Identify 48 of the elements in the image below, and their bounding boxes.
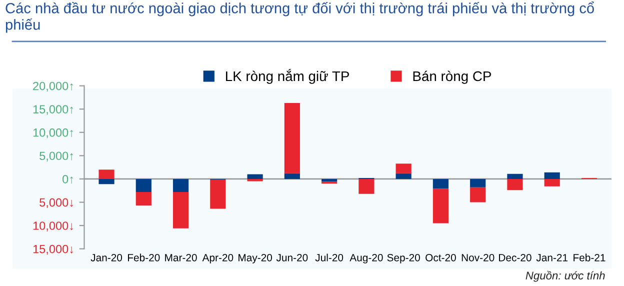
x-tick-label: Jul-20 xyxy=(315,254,344,262)
bar xyxy=(98,170,114,179)
y-tick-label: 0↑ xyxy=(62,174,73,184)
y-tick-label: 10,000↑ xyxy=(33,128,73,138)
bar xyxy=(470,178,486,188)
bar xyxy=(432,178,449,189)
x-tick-label: Dec-20 xyxy=(499,254,532,262)
bar xyxy=(98,178,114,184)
bar xyxy=(507,174,523,179)
x-tick-label: Sep-20 xyxy=(387,254,420,264)
bar xyxy=(172,178,189,192)
x-tick-label: Aug-20 xyxy=(350,254,383,264)
x-tick-label: Jan-21 xyxy=(536,254,568,262)
x-tick-label: Nov-20 xyxy=(462,254,494,262)
y-tick-label: 5,000↑ xyxy=(40,152,73,162)
bar xyxy=(284,103,300,174)
bar xyxy=(136,178,152,192)
bar xyxy=(136,192,152,206)
x-tick-label: Feb-20 xyxy=(128,254,160,262)
y-tick-label: 5,000↓ xyxy=(40,198,73,208)
bar xyxy=(432,188,449,224)
x-tick-label: Oct-20 xyxy=(426,254,456,262)
y-tick-label: 10,000↓ xyxy=(33,222,73,232)
bar xyxy=(470,187,486,202)
bar xyxy=(396,173,412,179)
y-tick-label: 20,000↑ xyxy=(33,82,73,92)
text: Nguồn: ước tính xyxy=(526,270,605,282)
x-tick-label: Jan-20 xyxy=(90,254,122,262)
bar xyxy=(358,178,374,194)
bar xyxy=(247,178,263,182)
bar xyxy=(284,173,300,179)
bar xyxy=(544,172,560,179)
x-tick-label: Jun-20 xyxy=(276,254,308,262)
bar xyxy=(544,178,560,186)
y-tick-label: 15,000↑ xyxy=(33,105,73,115)
x-tick-label: Apr-20 xyxy=(202,254,234,264)
x-tick-label: Feb-21 xyxy=(574,254,606,262)
chart-title: Các nhà đầu tư nước ngoài giao dịch tương tự đối với thị trường trái phiếu và thị trường cổ phiếu xyxy=(6,1,594,33)
y-tick-label: 15,000↓ xyxy=(33,244,73,255)
legend-label: Bán ròng CP xyxy=(413,70,491,84)
x-tick-label: May-20 xyxy=(238,254,272,264)
legend-label: LK ròng nắm giữ TP xyxy=(226,68,349,84)
bar xyxy=(507,178,523,190)
bar xyxy=(396,164,412,174)
bar xyxy=(172,192,189,228)
x-tick-label: Mar-20 xyxy=(165,254,197,262)
bar xyxy=(247,174,263,179)
bar xyxy=(210,180,226,209)
